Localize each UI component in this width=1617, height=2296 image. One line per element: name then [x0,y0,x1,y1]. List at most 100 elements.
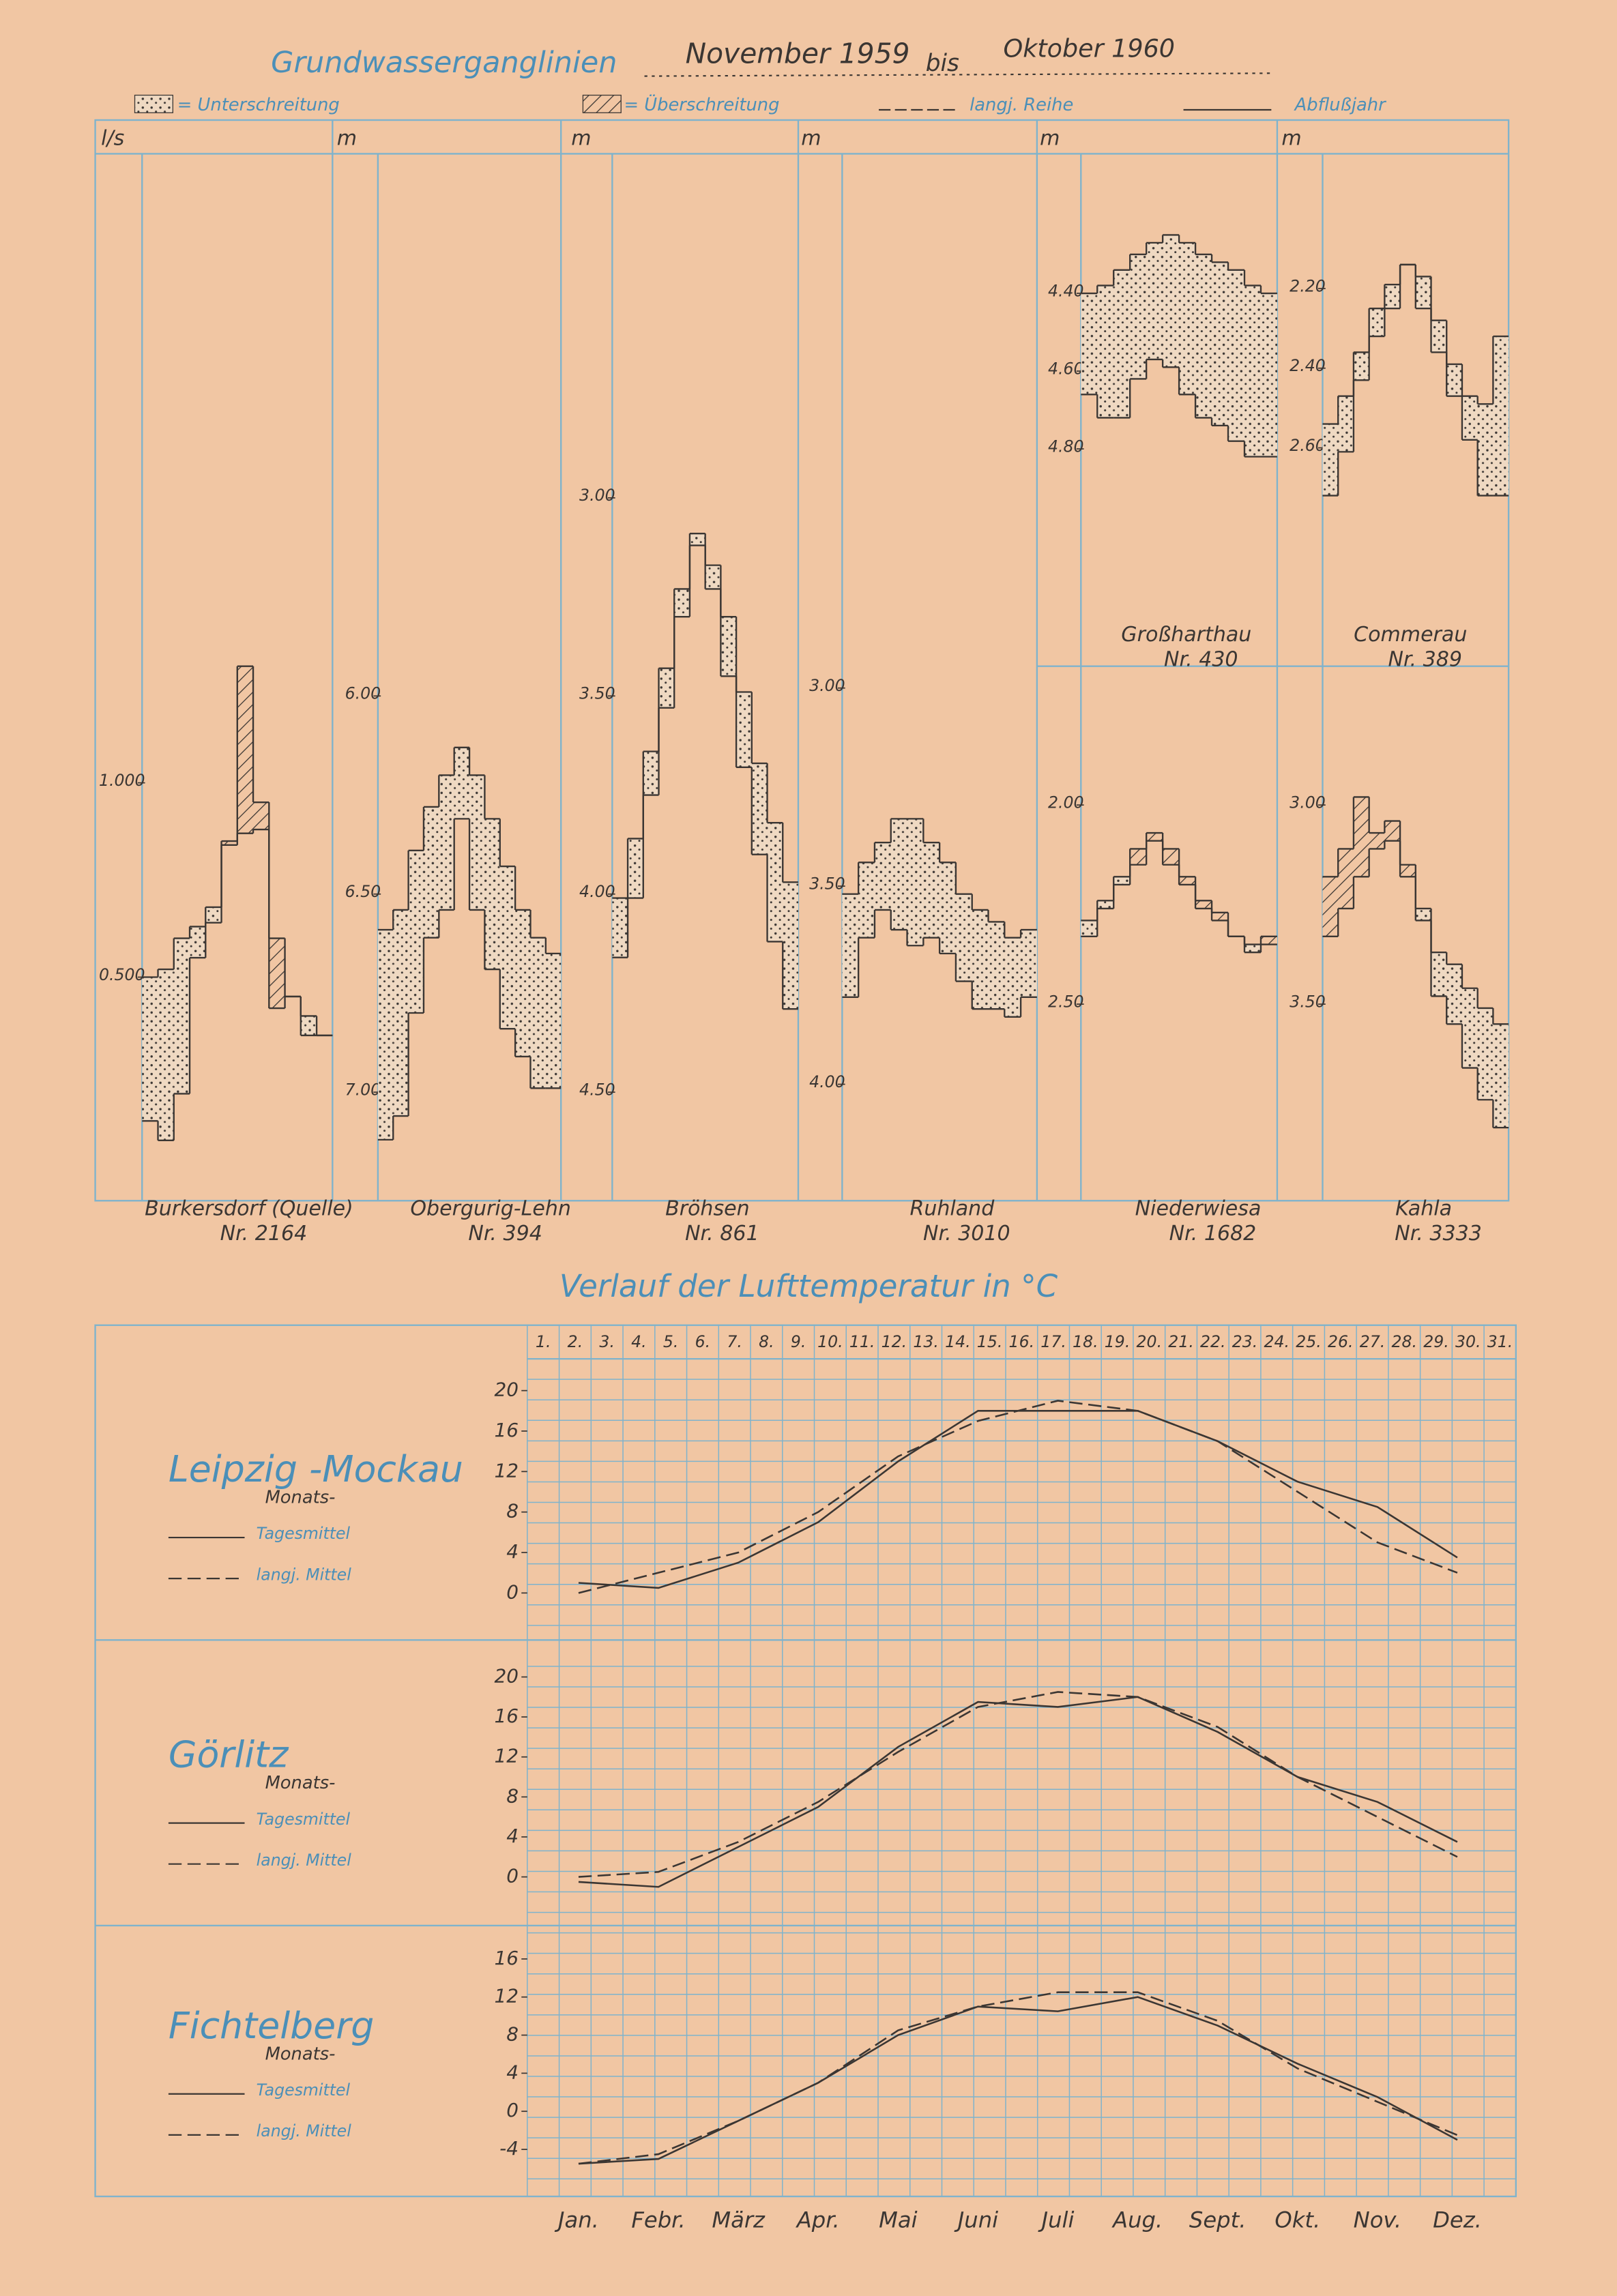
y-tick-label: 4.80 [1048,437,1084,456]
deficit-area [988,922,1005,1010]
station-number: Nr. 2164 [220,1222,308,1246]
legend-swatch-below [134,94,173,113]
deficit-area [907,819,924,946]
station-number: Nr. 1682 [1169,1222,1257,1246]
station-name: Niederwiesa [1135,1197,1262,1221]
y-tick-label: 0 [506,1580,519,1603]
surplus-area [1260,936,1277,945]
x-tick-label: Nov. [1354,2207,1401,2233]
temperature-line [578,1696,1458,1888]
x-tick-label: Dez. [1433,2207,1482,2233]
deficit-area [923,842,940,938]
temperature-frame [94,1324,1517,2198]
day-label: 1. [536,1332,551,1351]
day-label: 23. [1232,1332,1258,1351]
day-label: 4. [631,1332,647,1351]
y-tick-label: 8 [506,1784,519,1807]
deficit-area [1146,242,1163,359]
deficit-area [890,819,907,930]
deficit-area [142,977,158,1121]
deficit-area [1163,235,1180,368]
legend-label: langj. Mittel [257,1565,352,1584]
y-tick-label: 20 [494,1664,519,1687]
deficit-area [751,763,768,855]
station-name: Obergurig-Lehn [410,1197,571,1221]
deficit-area [1353,352,1369,381]
y-tick-label: 20 [494,1379,519,1401]
legend-label: Tagesmittel [257,2080,351,2100]
day-label: 3. [599,1332,615,1351]
x-tick-label: Juni [954,2207,998,2233]
deficit-area [205,907,222,923]
day-label: 27. [1360,1332,1386,1351]
deficit-area [1113,269,1131,418]
legend-head: Monats- [265,1488,336,1508]
y-tick-label: 6.50 [345,882,381,901]
x-tick-label: Febr. [631,2207,685,2233]
y-tick-label: 7.00 [345,1080,381,1100]
deficit-area [1260,293,1277,457]
day-label: 15. [977,1332,1003,1351]
period-end: Oktober 1960 [1004,33,1176,63]
station-title: Leipzig -Mockau [169,1447,463,1490]
day-label: 31. [1487,1332,1513,1351]
deficit-area [767,823,783,942]
x-tick-label: Jan. [554,2207,599,2233]
surplus-area [253,802,270,830]
y-tick-label: 4 [506,1540,519,1563]
deficit-area [158,969,174,1140]
deficit-area [1461,396,1478,440]
deficit-area [1477,1007,1494,1100]
surplus-area [1212,912,1229,921]
deficit-area [1446,964,1462,1025]
station-number: Nr. 861 [685,1222,759,1246]
x-tick-label: Sept. [1189,2207,1247,2233]
deficit-area [300,1016,317,1035]
deficit-area [1113,877,1131,885]
y-tick-label: 3.00 [809,676,845,695]
deficit-area [705,565,721,589]
y-tick-label: 3.50 [809,874,845,893]
x-tick-label: Juli [1038,2207,1075,2233]
surplus-area [1384,821,1401,841]
day-label: 8. [759,1332,774,1351]
y-tick-label: 2.00 [1048,793,1084,812]
y-tick-label: 3.50 [1290,992,1326,1011]
deficit-area [842,894,859,997]
day-label: 14. [945,1332,971,1351]
deficit-area [1081,920,1098,937]
station-number: Nr. 394 [468,1222,542,1246]
deficit-area [674,589,690,617]
deficit-area [439,775,454,910]
y-tick-label: 16 [494,1419,519,1441]
deficit-area [1004,937,1021,1017]
surplus-area [1130,849,1147,865]
station-name: Burkersdorf (Quelle) [145,1197,353,1221]
day-label: 16. [1009,1332,1035,1351]
x-tick-label: Aug. [1111,2207,1163,2233]
station-number: Nr. 430 [1164,648,1238,672]
y-tick-label: 2.60 [1290,436,1326,455]
legend-head: Monats- [265,1773,336,1793]
day-label: 21. [1168,1332,1194,1351]
station-name: Commerau [1354,623,1467,647]
surplus-area [269,938,285,1009]
temperature-line [578,1691,1458,1878]
y-tick-label: 4.00 [809,1072,845,1091]
day-label: 29. [1423,1332,1449,1351]
deficit-area [1338,396,1354,452]
station-number: Nr. 389 [1388,648,1462,672]
y-tick-label: 2.50 [1048,992,1084,1011]
legend-above: = Überschreitung [624,93,780,115]
day-label: 17. [1040,1332,1066,1351]
y-tick-label: 4.00 [579,882,615,901]
unit-label: m [801,126,821,150]
deficit-area [1097,900,1114,909]
deficit-area [783,882,798,1010]
deficit-area [720,617,737,677]
y-tick-label: 12 [494,1745,519,1767]
y-tick-label: 0 [506,2099,519,2121]
legend-head: Monats- [265,2044,336,2064]
station-name: Bröhsen [665,1197,750,1221]
